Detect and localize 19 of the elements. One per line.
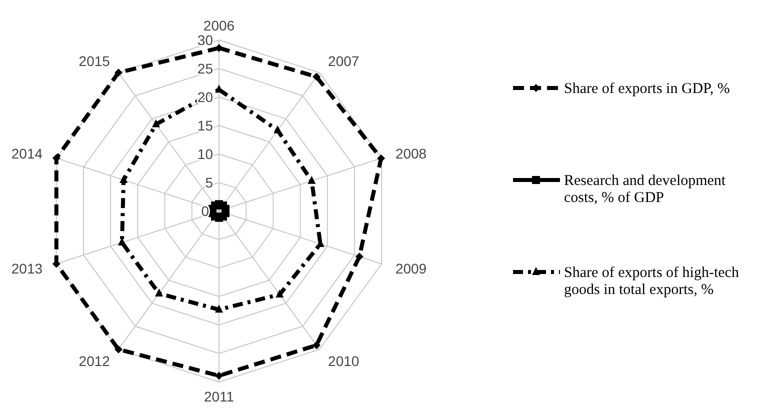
legend-label: Research and development costs, % of GDP <box>564 173 726 206</box>
spoke-label: 2015 <box>78 52 110 69</box>
spoke-label: 2009 <box>395 260 427 276</box>
y-tick-label: 30 <box>197 32 214 48</box>
legend-label: Share of exports in GDP, % <box>564 81 730 97</box>
spoke-label: 2006 <box>203 17 235 34</box>
y-tick-label: 0 <box>201 203 210 219</box>
y-tick-label: 15 <box>197 118 214 134</box>
spoke-label: 2010 <box>328 353 360 370</box>
spoke-label: 2012 <box>78 353 110 370</box>
spoke-label: 2008 <box>395 146 427 162</box>
y-tick-label: 5 <box>205 174 214 190</box>
y-tick-label: 10 <box>197 146 214 162</box>
y-tick-label: 25 <box>197 60 214 76</box>
legend-label: Share of exports of high-tech goods in total exports, % <box>564 265 740 298</box>
spoke-label: 2013 <box>11 260 43 276</box>
spoke-label: 2014 <box>11 146 43 162</box>
spoke-label: 2011 <box>204 388 234 405</box>
spoke-label: 2007 <box>328 52 360 69</box>
